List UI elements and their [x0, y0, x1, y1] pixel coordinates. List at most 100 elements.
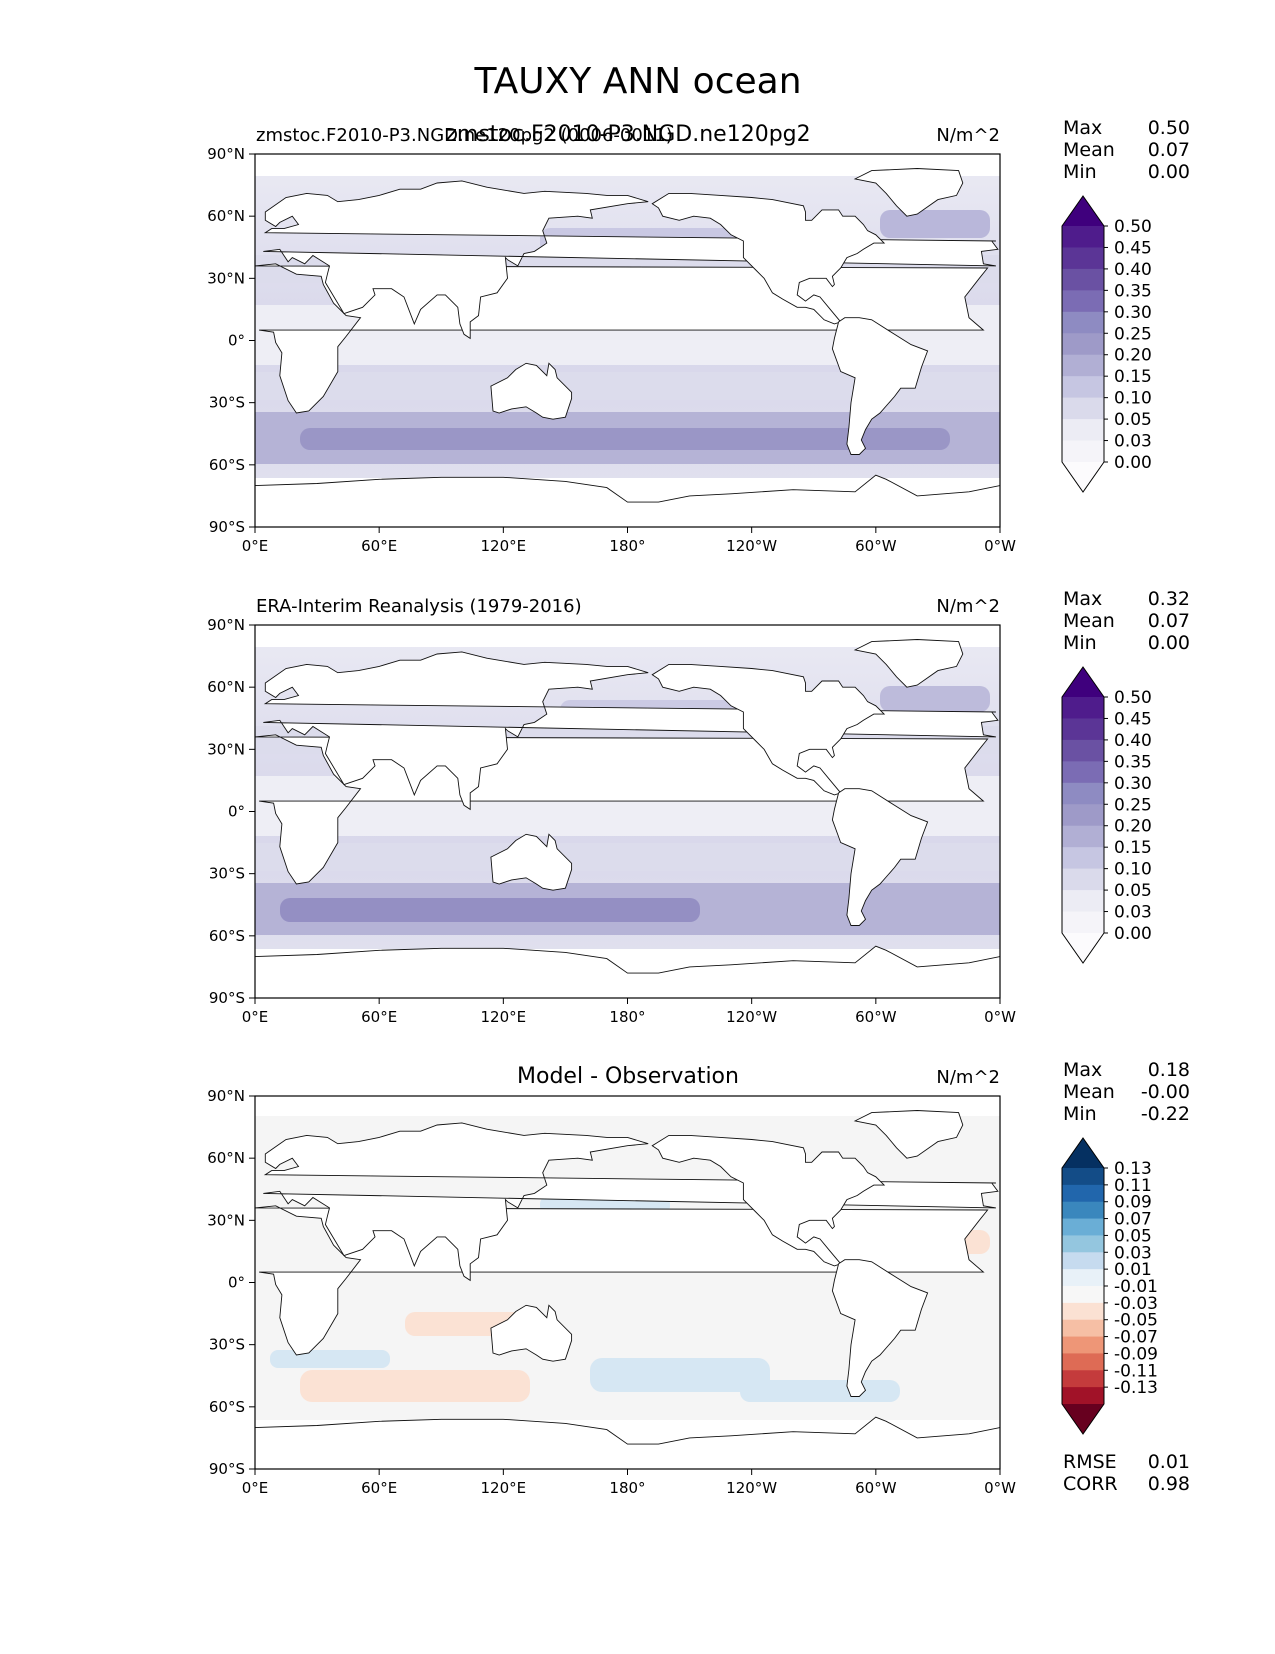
landmass-north-america: [0, 1135, 139, 1266]
panel-3-stat-value: -0.00: [1141, 1081, 1190, 1103]
panel-1-colorbar-tick-label: 0.50: [1114, 217, 1152, 237]
panel-1-colorbar-tick-label: 0.15: [1114, 367, 1152, 387]
panel-1-north-atlantic-band: [880, 210, 990, 238]
panel-2-colorbar-segment: [1062, 911, 1104, 934]
panel-1-colorbar-segment: [1062, 354, 1104, 377]
landmass-north-america: [651, 663, 886, 796]
panel-1-colorbar-tick-label: 0.05: [1114, 410, 1152, 430]
panel-1-left-title: zmstoc.F2010-P3.NGD.ne120pg2 (0006-0011): [256, 125, 673, 146]
landmass-north-america: [651, 1134, 886, 1267]
panel-2-x-tick-label: 0°E: [242, 1008, 269, 1026]
panel-1-colorbar-tick-label: 0.30: [1114, 303, 1152, 323]
panel-2-colorbar-tick-label: 0.03: [1114, 903, 1152, 923]
panel-3-arctic-ice: [255, 1096, 1000, 1116]
panel-3-y-tick-label: 30°N: [207, 1211, 245, 1229]
panel-3-pos-band-se-pacific: [740, 1380, 900, 1402]
panel-2-colorbar-segment: [1062, 697, 1104, 719]
panel-3-extra-stat-value: 0.98: [1148, 1473, 1190, 1495]
panel-3-colorbar-segment: [1062, 1370, 1104, 1388]
panel-2-y-tick-label: 30°N: [207, 740, 245, 758]
panel-1-y-tick-label: 90°S: [209, 518, 245, 536]
panel-1-stat-value: 0.50: [1148, 117, 1190, 139]
panel-3-units: N/m^2: [936, 1067, 1000, 1088]
panel-2-x-tick-label: 120°E: [481, 1008, 527, 1026]
landmass-north-america: [0, 664, 139, 795]
panel-3-colorbar-tick-label: 0.13: [1114, 1159, 1152, 1179]
panel-2-colorbar-tick-label: 0.35: [1114, 752, 1152, 772]
landmass-north-america: [0, 193, 139, 324]
panel-1-x-tick-label: 180°: [609, 537, 645, 555]
panel-3-y-tick-label: 30°S: [209, 1336, 245, 1354]
panel-1-stat-label: Max: [1063, 117, 1102, 139]
panel-1-arctic-ice: [255, 154, 1000, 176]
panel-1-colorbar-segment: [1062, 268, 1104, 291]
panel-1-colorbar-tick-label: 0.40: [1114, 260, 1152, 280]
panel-3-colorbar-tick-label: 0.07: [1114, 1210, 1152, 1230]
panel-3-x-tick-label: 180°: [609, 1479, 645, 1497]
panel-2-colorbar-arrow-bottom: [1062, 933, 1104, 963]
landmass-south-america: [87, 318, 182, 455]
panel-3-colorbar-segment: [1062, 1302, 1104, 1321]
panel-3-y-tick-label: 0°: [228, 1274, 245, 1292]
landmass-antarctica: [255, 474, 1000, 527]
landmass-greenland: [110, 169, 218, 217]
landmass-south-america: [831, 788, 929, 926]
panel-1-colorbar-segment: [1062, 419, 1104, 442]
panel-1-colorbar-tick-label: 0.35: [1114, 281, 1152, 301]
panel-1-colorbar-segment: [1062, 290, 1104, 313]
panel-3-colorbar-tick-label: -0.09: [1114, 1344, 1158, 1364]
landmass-eurasia: [263, 180, 999, 340]
panel-1-stat-label: Mean: [1063, 139, 1115, 161]
panel-1-colorbar-segment: [1062, 226, 1104, 248]
landmass-antarctica: [255, 1416, 1000, 1469]
panel-2-landmasses: [0, 639, 1000, 998]
panel-1-x-tick-label: 60°E: [361, 537, 397, 555]
panel-1-colorbar-tick-label: 0.03: [1114, 432, 1152, 452]
panel-3-y-tick-label: 60°S: [209, 1398, 245, 1416]
panel-1-colorbar-tick-label: 0.20: [1114, 346, 1152, 366]
panel-2-north-atlantic-band: [880, 686, 990, 712]
panel-2-x-tick-label: 60°W: [855, 1008, 897, 1026]
panel-3-pos-band-pacific: [590, 1358, 770, 1392]
panel-3-colorbar-outline: [1061, 1137, 1105, 1435]
panel-3-colorbar-arrow-bottom: [1062, 1404, 1104, 1434]
panel-1-colorbar-tick-label: 0.25: [1114, 324, 1152, 344]
panel-1-units: N/m^2: [936, 125, 1000, 146]
landmass-greenland: [853, 1110, 964, 1159]
panel-2-y-tick-label: 90°S: [209, 989, 245, 1007]
panel-2-colorbar-tick-label: 0.15: [1114, 838, 1152, 858]
panel-2-colorbar-segment: [1062, 739, 1104, 762]
panel-3-colorbar-segment: [1062, 1201, 1104, 1220]
panel-3-y-tick-label: 60°N: [207, 1149, 245, 1167]
panel-3-colorbar-tick-label: 0.09: [1114, 1193, 1152, 1213]
panel-3-x-tick-label: 120°W: [726, 1479, 777, 1497]
panel-2-x-tick-label: 180°: [609, 1008, 645, 1026]
panel-1-x-tick-label: 60°W: [855, 537, 897, 555]
panel-1-stat-value: 0.00: [1148, 161, 1190, 183]
panel-2-colorbar-segment: [1062, 847, 1104, 870]
landmass-north-america: [651, 192, 886, 325]
panel-3-stat-label: Min: [1063, 1103, 1097, 1125]
panel-3-extra-stat-label: CORR: [1063, 1473, 1118, 1495]
panel-2-colorbar-tick-label: 0.50: [1114, 688, 1152, 708]
panel-3-colorbar-tick-label: -0.01: [1114, 1277, 1158, 1297]
panel-2-colorbar-segment: [1062, 804, 1104, 827]
landmass-south-america: [87, 1260, 182, 1397]
panel-2-southern-ocean-core: [280, 898, 700, 922]
panel-3-extra-stat-value: 0.01: [1148, 1451, 1190, 1473]
panel-3-stat-label: Max: [1063, 1059, 1102, 1081]
panel-3-colorbar-tick-label: 0.03: [1114, 1243, 1152, 1263]
panel-1-colorbar-tick-label: 0.10: [1114, 389, 1152, 409]
panel-1-x-tick-label: 0°W: [984, 537, 1016, 555]
landmass-australia: [490, 1304, 573, 1362]
panel-2-colorbar-arrow-top: [1062, 667, 1104, 697]
panel-3-colorbar-segment: [1062, 1387, 1104, 1405]
panel-2-y-tick-label: 90°N: [207, 616, 245, 634]
panel-1-x-tick-label: 0°E: [242, 537, 269, 555]
panel-1-y-tick-label: 60°S: [209, 456, 245, 474]
panel-2-colorbar-tick-label: 0.40: [1114, 731, 1152, 751]
panel-3-colorbar-segment: [1062, 1168, 1104, 1186]
dynamic-layer: 0°E 60°E 120°E 180° 120°W 60°W 0°W 90°N 60°N 30°N…: [0, 117, 1190, 1497]
panel-1-x-tick-label: 120°E: [481, 537, 527, 555]
